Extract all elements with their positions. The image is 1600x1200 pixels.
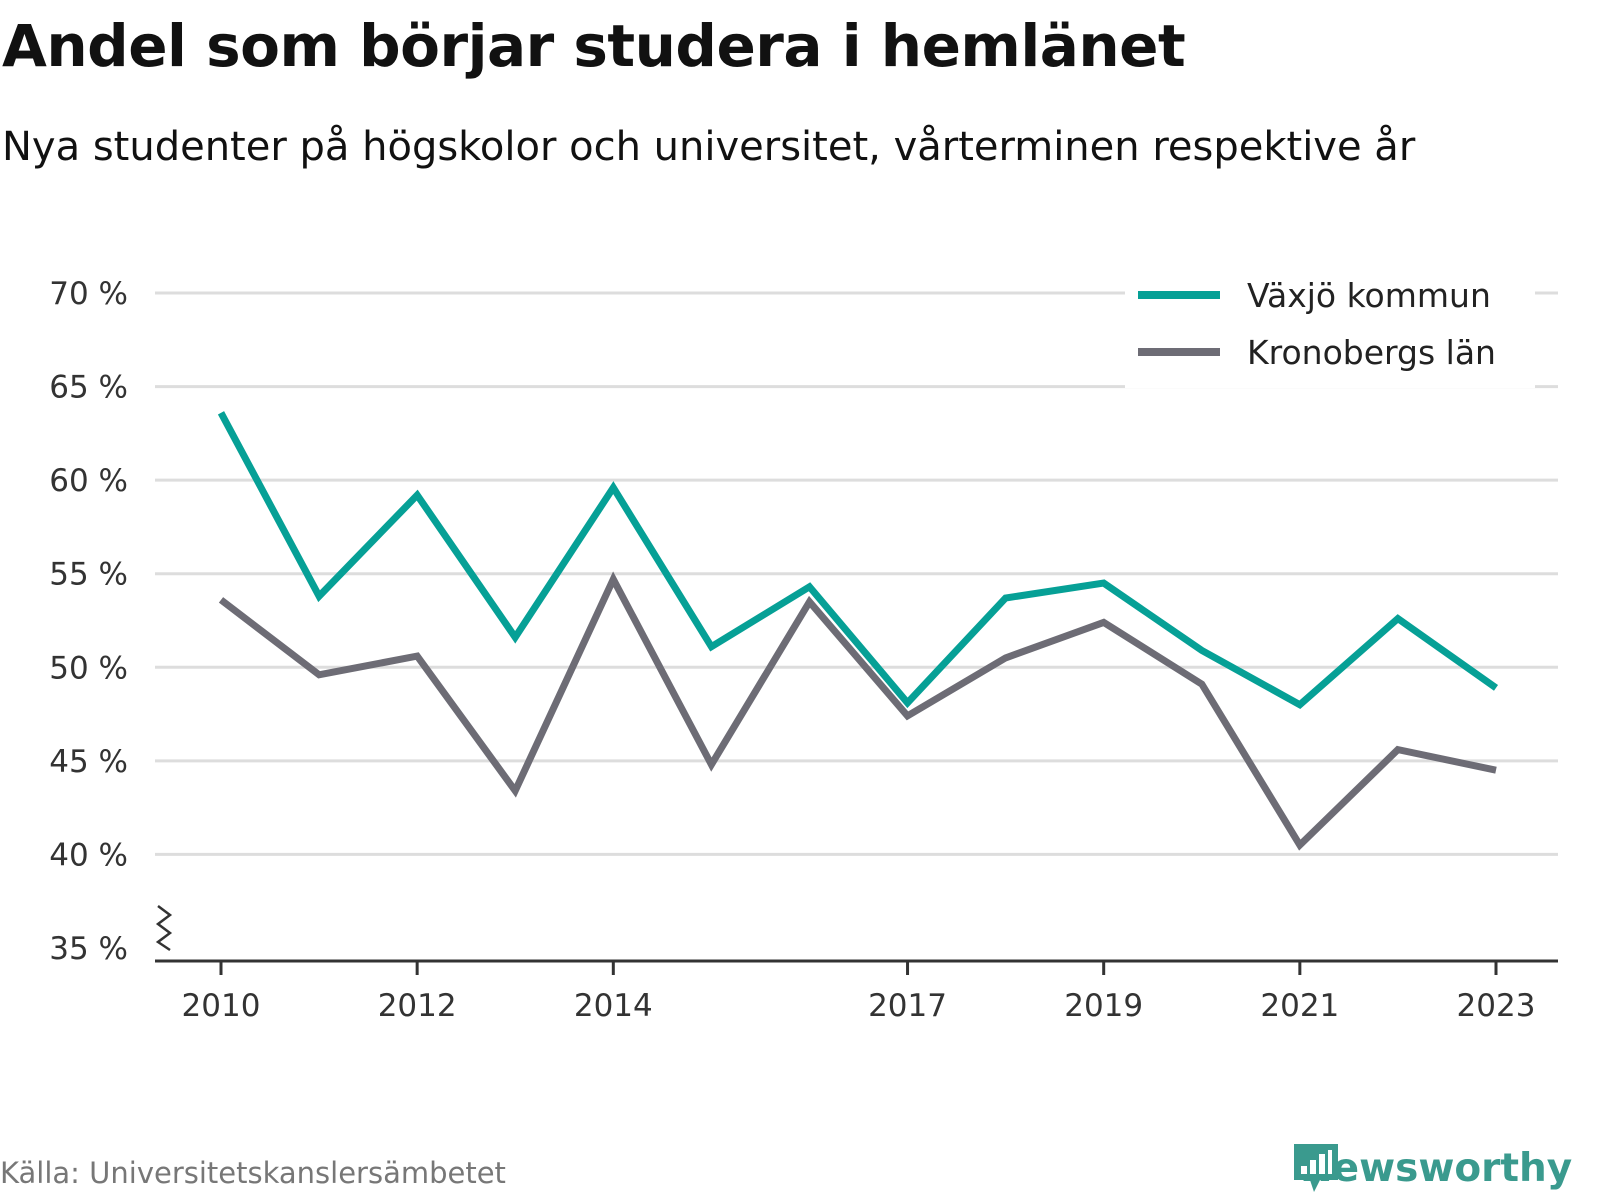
y-tick-labels: 35 % 40 % 45 % 50 % 55 % 60 % 65 % 70 %: [49, 276, 128, 967]
y-tick-label: 70 %: [49, 276, 128, 312]
axes: [155, 905, 1558, 975]
y-tick-label: 35 %: [49, 931, 128, 967]
brand-name: Newsworthy: [1300, 1145, 1573, 1191]
legend-background: [1125, 270, 1535, 388]
x-tick-label: 2019: [1064, 988, 1143, 1024]
axis-break-icon: [155, 905, 173, 952]
chart-subtitle: Nya studenter på högskolor och universit…: [2, 124, 1416, 170]
series-line-kronoberg: [218, 571, 1497, 851]
chart-title: Andel som börjar studera i hemlänet: [2, 12, 1186, 80]
series-lines: [217, 411, 1499, 851]
x-tick-label: 2023: [1457, 988, 1536, 1024]
bar-chart-bubble-icon: [1294, 1144, 1338, 1192]
legend-label: Växjö kommun: [1247, 276, 1491, 315]
brand-logo: Newsworthy: [1290, 1140, 1572, 1196]
x-tick-label: 2012: [378, 988, 457, 1024]
source-note: Källa: Universitetskanslersämbetet: [0, 1156, 506, 1190]
y-tick-label: 45 %: [49, 744, 128, 780]
y-tick-label: 60 %: [49, 463, 128, 499]
x-tick-labels: 2010 2012 2014 2017 2019 2021 2023: [182, 988, 1536, 1024]
x-tick-label: 2010: [182, 988, 261, 1024]
y-tick-label: 50 %: [49, 650, 128, 686]
x-tick-label: 2014: [574, 988, 653, 1024]
y-tick-label: 65 %: [49, 370, 128, 406]
x-tick-label: 2017: [868, 988, 947, 1024]
series-line-vaxjo: [217, 411, 1499, 709]
x-tick-label: 2021: [1260, 988, 1339, 1024]
legend: Växjö kommun Kronobergs län: [1125, 270, 1535, 388]
legend-label: Kronobergs län: [1247, 333, 1496, 372]
y-tick-label: 40 %: [49, 837, 128, 873]
y-tick-label: 55 %: [49, 557, 128, 593]
